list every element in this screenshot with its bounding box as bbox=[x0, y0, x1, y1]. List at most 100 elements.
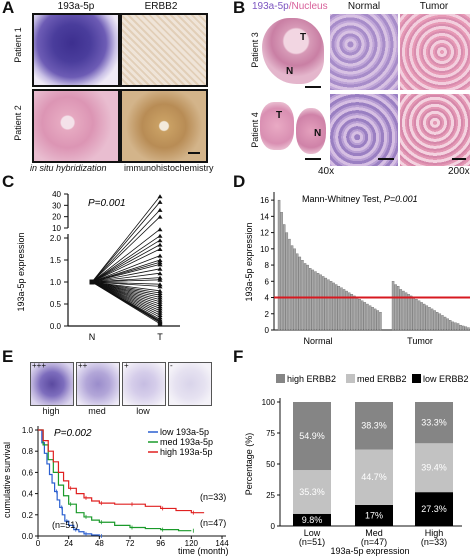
bar-med-erbb2 bbox=[293, 470, 331, 514]
y-tick-label: 1.0 bbox=[22, 426, 34, 435]
panel-a-caption-left: in situ hybridization bbox=[30, 163, 107, 173]
bar bbox=[451, 321, 455, 331]
x-tick-n: (n=47) bbox=[361, 537, 387, 547]
n-label-low: (n=51) bbox=[52, 520, 78, 530]
bar bbox=[309, 268, 312, 331]
x-tick-label: 48 bbox=[95, 539, 104, 548]
legend-low-erbb2: low ERBB2 bbox=[423, 374, 469, 384]
bar bbox=[298, 256, 302, 331]
bar bbox=[296, 253, 299, 331]
bar bbox=[327, 279, 330, 331]
y-tick-label: 0.0 bbox=[50, 322, 62, 331]
data-point bbox=[157, 284, 163, 289]
y-tick-label: 10 bbox=[260, 245, 269, 254]
thumb-score-med: ++ bbox=[78, 361, 88, 370]
data-point bbox=[157, 313, 163, 317]
panel-f-legend: high ERBB2 med ERBB2 low ERBB2 bbox=[276, 374, 469, 384]
data-point bbox=[157, 214, 163, 219]
data-point bbox=[157, 315, 163, 320]
bar bbox=[443, 316, 447, 331]
y-tick-label: 100 bbox=[262, 398, 276, 407]
bar bbox=[368, 305, 372, 331]
pair-line bbox=[91, 196, 161, 283]
x-tick-label: 120 bbox=[185, 539, 199, 548]
bar bbox=[355, 297, 359, 331]
panel-e-legend: low 193a-5p med 193a-5p high 193a-5p bbox=[148, 427, 213, 457]
y-tick-label: 20 bbox=[52, 213, 61, 222]
pair-line bbox=[91, 209, 161, 283]
panel-c-xtick-n: N bbox=[89, 332, 96, 342]
panel-c-p-value: P=0.001 bbox=[88, 198, 126, 209]
bar bbox=[412, 297, 416, 331]
panel-a-col-title-1: 193a-5p bbox=[57, 1, 95, 12]
panel-f-xlabel: 193a-5p expression bbox=[330, 546, 409, 556]
n-label-high: (n=33) bbox=[200, 492, 226, 502]
panel-d-xtick-tumor: Tumor bbox=[407, 336, 433, 346]
data-point bbox=[157, 282, 163, 287]
data-label: 35.3% bbox=[299, 487, 325, 497]
data-point bbox=[157, 297, 163, 302]
histology-image-a1 bbox=[32, 13, 120, 87]
panel-c-xtick-t: T bbox=[157, 332, 163, 342]
y-tick-label: 12 bbox=[260, 229, 269, 238]
pair-line bbox=[91, 239, 161, 283]
data-point bbox=[157, 293, 163, 298]
x-tick-label: 72 bbox=[126, 539, 135, 548]
bar bbox=[374, 308, 377, 331]
data-point bbox=[157, 308, 163, 313]
pair-line bbox=[91, 235, 161, 283]
bar bbox=[446, 318, 449, 331]
x-tick-label: 0 bbox=[36, 539, 41, 548]
bar bbox=[433, 310, 436, 331]
data-point bbox=[157, 194, 163, 199]
bar bbox=[337, 286, 341, 331]
data-point bbox=[157, 260, 163, 265]
panel-a-row-title-1: Patient 1 bbox=[13, 27, 23, 63]
bar bbox=[285, 232, 289, 331]
scale-bar bbox=[188, 152, 200, 154]
panel-a-label: A bbox=[2, 0, 15, 17]
data-point bbox=[157, 304, 163, 309]
data-point bbox=[157, 238, 163, 243]
y-tick-label: 0.4 bbox=[22, 490, 34, 499]
data-label: 38.3% bbox=[361, 421, 387, 431]
data-point bbox=[157, 266, 163, 271]
bar bbox=[348, 292, 351, 331]
bar bbox=[449, 320, 452, 331]
pair-line bbox=[91, 281, 161, 325]
data-point bbox=[157, 247, 163, 251]
data-label: 9.8% bbox=[302, 515, 323, 525]
data-point bbox=[157, 310, 163, 315]
y-tick-label: 25 bbox=[266, 491, 275, 500]
bar-low-erbb2 bbox=[293, 513, 331, 526]
bar-high-erbb2 bbox=[415, 402, 453, 444]
data-point bbox=[89, 279, 95, 285]
x-tick-label: Med bbox=[365, 528, 383, 538]
bar bbox=[459, 324, 462, 331]
bar bbox=[399, 289, 403, 331]
pair-line bbox=[91, 281, 161, 287]
panel-d-xtick-normal: Normal bbox=[303, 336, 332, 346]
bar bbox=[462, 325, 465, 331]
panel-e-chart: cumulative survival 0.0 0.2 0.4 0.6 0.8 1.0 0 2… bbox=[2, 426, 229, 556]
histology-image-b5 bbox=[330, 94, 398, 166]
scale-bar bbox=[378, 158, 394, 160]
y-tick-label: 50 bbox=[266, 460, 275, 469]
panel-b-col-title-nucleus: /Nucleus bbox=[288, 1, 328, 12]
bar bbox=[290, 245, 294, 331]
bar bbox=[441, 315, 444, 331]
bar bbox=[350, 294, 354, 331]
legend-high: high 193a-5p bbox=[160, 447, 213, 457]
histology-thumb-neg bbox=[168, 362, 212, 406]
legend-med-erbb2: med ERBB2 bbox=[357, 374, 407, 384]
y-tick-label: 2 bbox=[265, 310, 270, 319]
data-point bbox=[157, 295, 163, 300]
data-point bbox=[157, 253, 163, 258]
thumb-score-neg: - bbox=[170, 361, 173, 370]
panel-c-chart: 193a-5p expression P=0.001 0.0 0.5 1.0 1.5 2… bbox=[16, 190, 180, 342]
bar bbox=[340, 287, 343, 331]
pair-line bbox=[91, 201, 161, 283]
bar-high-erbb2 bbox=[355, 402, 393, 450]
bar-high-erbb2 bbox=[293, 402, 331, 471]
data-point bbox=[157, 207, 163, 212]
